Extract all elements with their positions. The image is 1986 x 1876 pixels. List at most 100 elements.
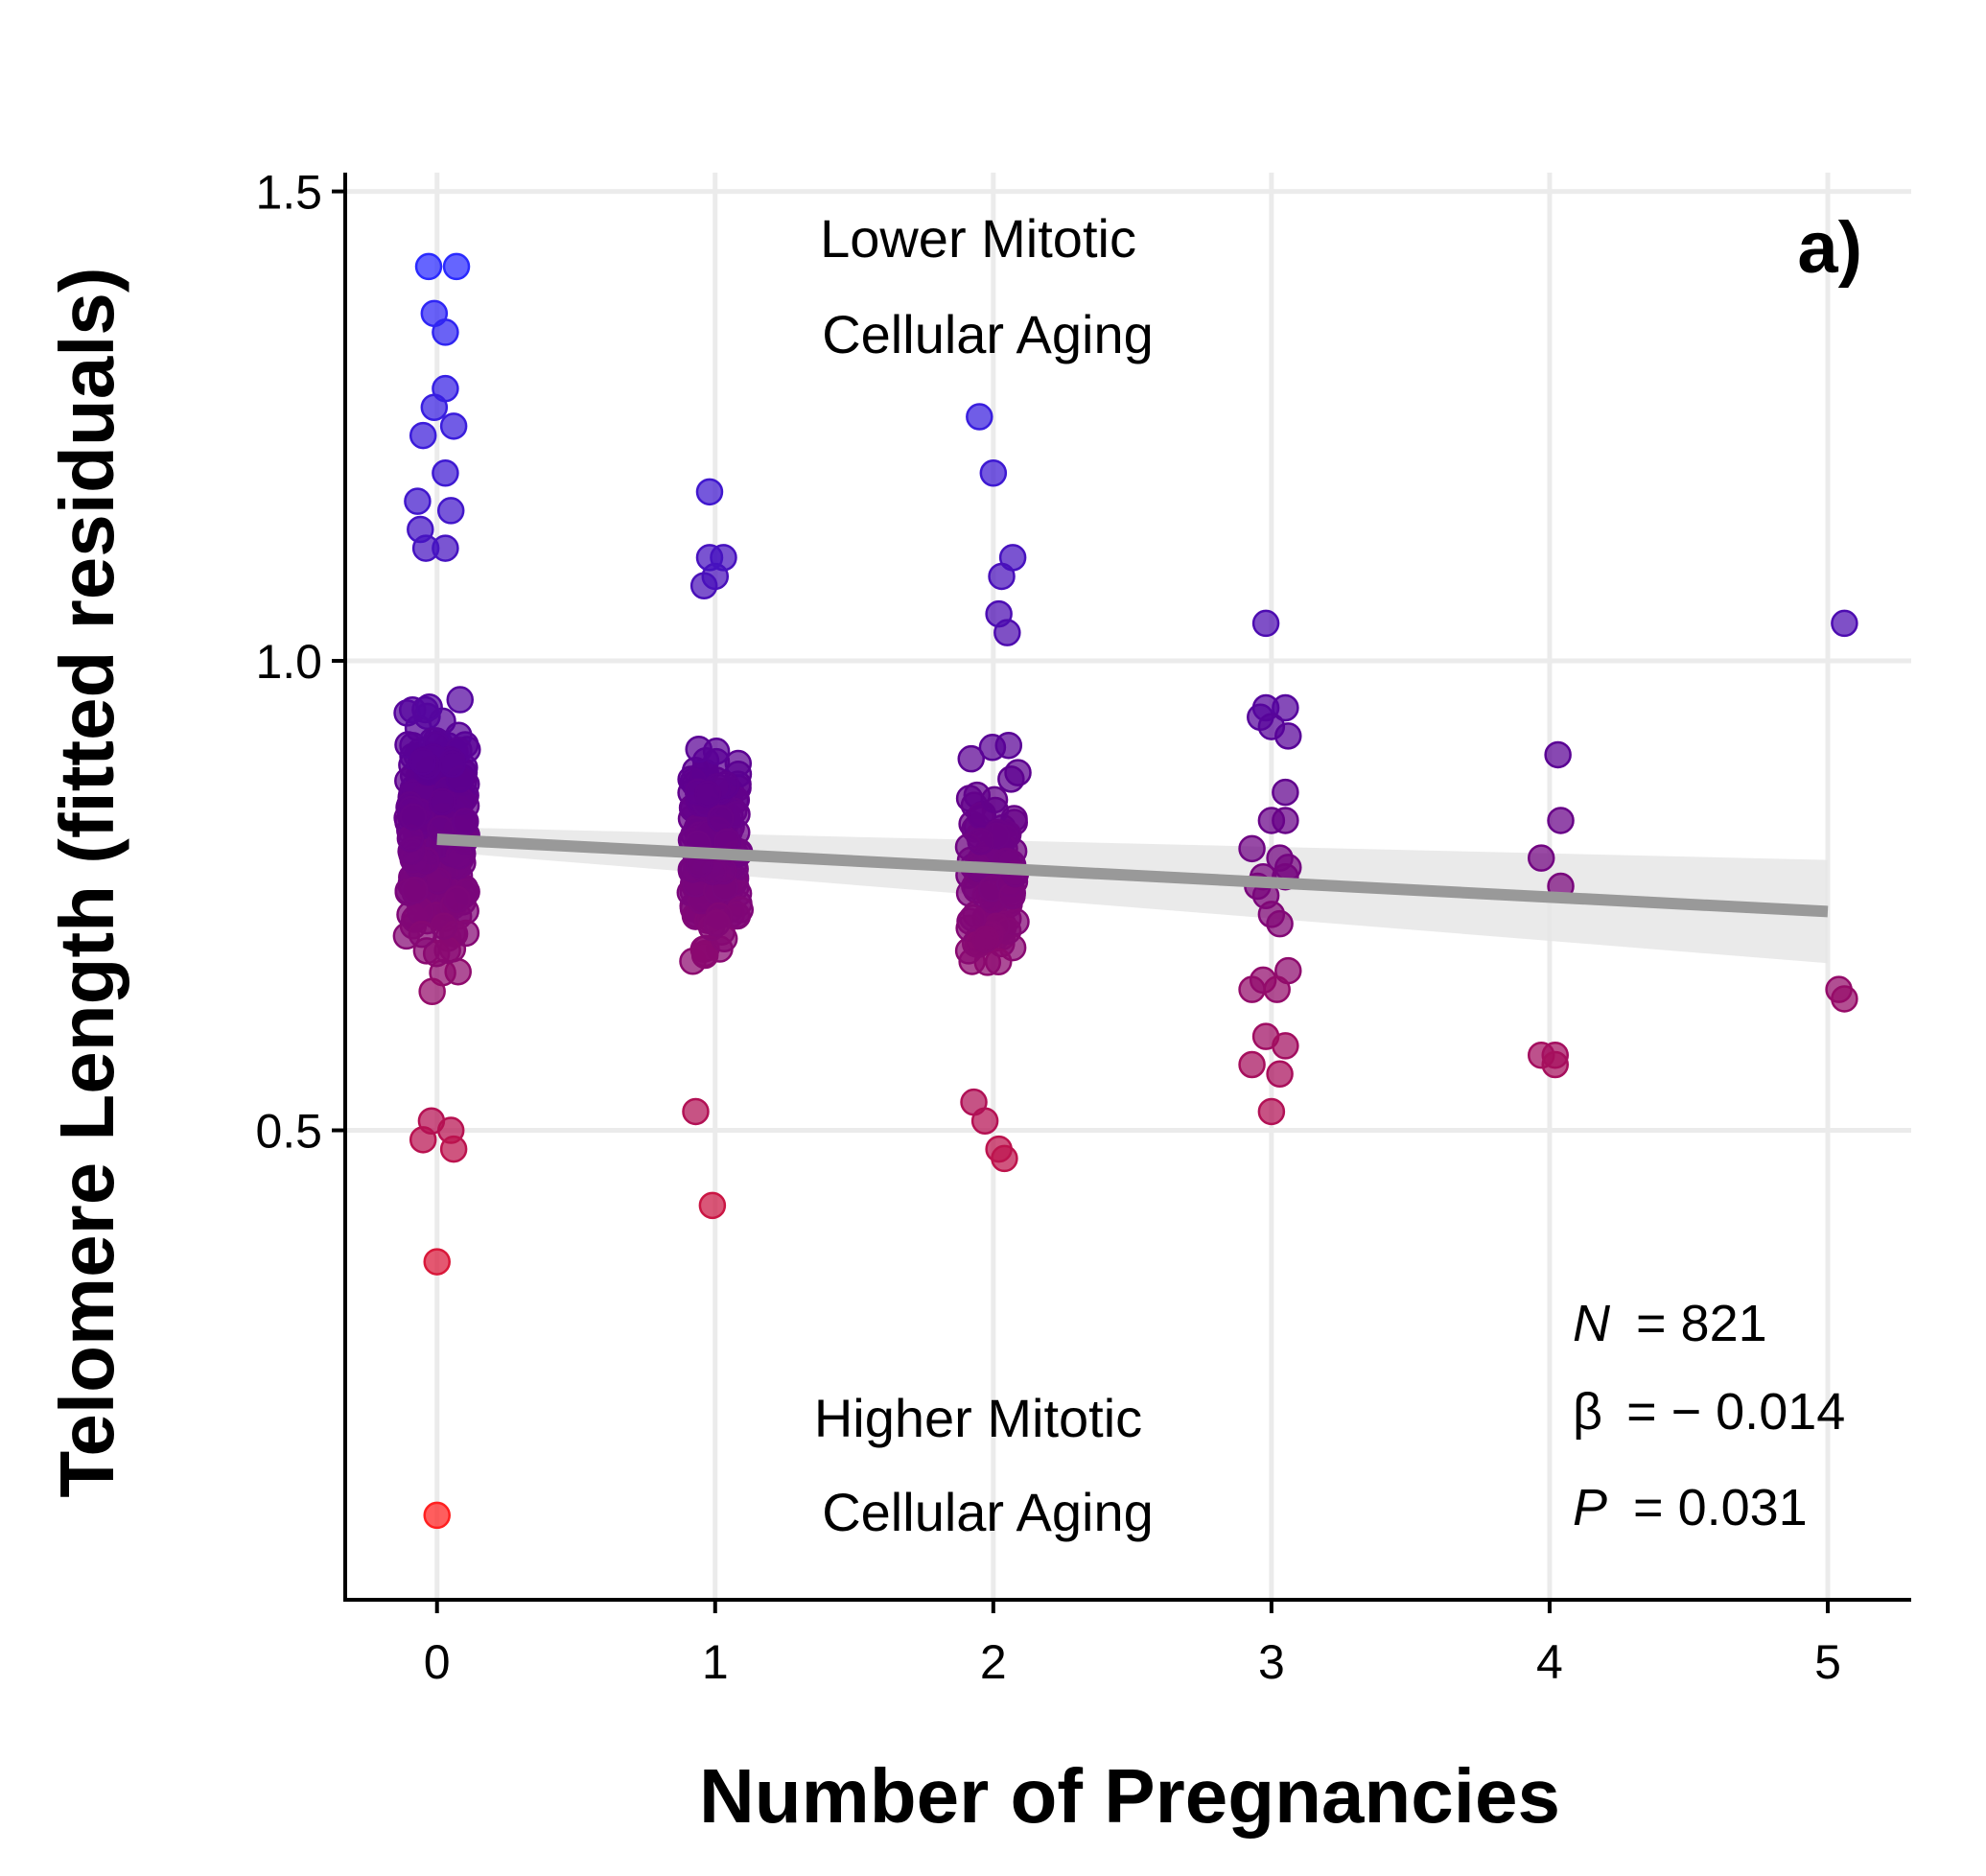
data-point-outlier-13	[423, 1501, 451, 1530]
data-point-cluster-0-296	[424, 866, 452, 895]
data-point-cluster-2-104	[971, 926, 1000, 953]
data-point-cluster-2-98	[959, 904, 987, 932]
x-axis-title: Number of Pregnancies	[699, 1753, 1560, 1839]
data-point-outlier-17	[417, 1107, 446, 1135]
data-point-cluster-2-39	[957, 744, 985, 773]
y-tick-label-1.5: 1.5	[255, 166, 322, 220]
stat-n: N = 821	[1573, 1295, 1767, 1352]
data-point-outlier-28	[979, 459, 1008, 487]
stat-beta-value: = − 0.014	[1626, 1383, 1845, 1441]
data-point-cluster-2-48	[997, 765, 1025, 793]
data-point-group4-0	[1544, 740, 1572, 769]
panel-label: a)	[1797, 207, 1862, 289]
data-point-group3-24	[1238, 1050, 1266, 1079]
tick-labels-layer: 0 1 2 3 4 5 0.5 1.0 1.5	[255, 166, 1840, 1689]
data-point-outlier-9	[404, 487, 432, 515]
data-point-outlier-30	[988, 562, 1016, 591]
data-point-outlier-32	[993, 619, 1021, 646]
annotation-bottom-line1: Higher Mitotic	[814, 1388, 1142, 1448]
data-point-cluster-2-94	[984, 948, 1013, 976]
data-point-cluster-0-334	[409, 747, 436, 776]
data-point-outlier-34	[985, 1135, 1013, 1163]
data-point-outlier-1	[442, 252, 471, 281]
data-point-group3-17	[1266, 909, 1294, 938]
data-point-cluster-0-333	[401, 876, 429, 904]
data-point-cluster-0-323	[433, 936, 461, 965]
data-point-group3-8	[1272, 807, 1299, 834]
data-point-cluster-0-98	[446, 686, 474, 714]
data-point-outlier-5	[420, 393, 449, 421]
data-point-group3-6	[1272, 778, 1299, 807]
data-point-outlier-26	[682, 1097, 710, 1126]
data-point-group3-26	[1257, 1097, 1286, 1126]
data-point-outlier-25	[698, 1191, 727, 1220]
data-point-outlier-36	[960, 1088, 988, 1116]
data-point-outlier-20	[432, 534, 459, 562]
data-point-outlier-0	[414, 252, 443, 281]
stat-p-symbol: P	[1573, 1479, 1607, 1536]
data-point-group3-21	[1263, 975, 1291, 1003]
data-point-cluster-1-182	[693, 780, 722, 809]
x-tick-label-0: 0	[424, 1635, 451, 1689]
data-point-cluster-0-308	[443, 885, 471, 913]
data-point-outlier-18	[695, 478, 724, 506]
data-point-group5-2	[1831, 985, 1858, 1013]
stat-p: P = 0.031	[1573, 1479, 1808, 1536]
data-point-outlier-16	[439, 1135, 468, 1163]
regression-line-layer	[436, 833, 1829, 918]
data-point-group4-1	[1547, 807, 1575, 834]
data-point-cluster-0-326	[430, 912, 458, 940]
data-point-group3-3	[1272, 693, 1299, 722]
data-point-cluster-1-188	[703, 909, 731, 937]
x-tick-label-3: 3	[1258, 1635, 1285, 1689]
data-point-cluster-1-181	[707, 805, 735, 832]
data-point-group4-6	[1541, 1050, 1569, 1079]
stat-beta-symbol: β	[1573, 1383, 1602, 1441]
data-point-cluster-1-157	[685, 736, 713, 763]
y-tick-label-1.0: 1.0	[255, 635, 322, 689]
annotation-top-line1: Lower Mitotic	[820, 208, 1136, 269]
y-axis-title: Telomere Length (fitted residuals)	[44, 267, 129, 1497]
data-point-group3-25	[1266, 1060, 1294, 1089]
data-point-group4-2	[1527, 844, 1555, 872]
data-point-cluster-1-130	[724, 749, 753, 778]
annotation-top-line2: Cellular Aging	[822, 304, 1154, 364]
data-point-outlier-3	[432, 318, 459, 346]
data-point-cluster-2-66	[994, 731, 1023, 760]
stat-n-value: = 821	[1636, 1295, 1767, 1352]
data-point-group3-5	[1274, 722, 1302, 750]
y-tick-label-0.5: 0.5	[255, 1105, 322, 1159]
data-point-cluster-0-164	[418, 977, 446, 1006]
data-point-cluster-2-99	[967, 828, 994, 856]
annotation-bottom-line2: Cellular Aging	[822, 1482, 1154, 1542]
data-point-cluster-0-339	[452, 808, 479, 835]
stat-beta: β = − 0.014	[1573, 1383, 1845, 1441]
data-point-group3-9	[1238, 834, 1266, 863]
axes	[332, 173, 1911, 1613]
data-point-cluster-0-331	[428, 787, 456, 815]
data-point-outlier-10	[436, 497, 465, 525]
data-point-cluster-2-102	[998, 881, 1026, 910]
data-point-cluster-2-79	[980, 786, 1009, 814]
data-point-outlier-8	[432, 459, 459, 487]
x-tick-label-4: 4	[1536, 1635, 1563, 1689]
regression-line	[436, 833, 1829, 918]
stat-n-symbol: N	[1573, 1295, 1611, 1352]
data-point-cluster-1-151	[690, 941, 719, 970]
data-point-cluster-0-335	[399, 803, 428, 831]
stat-p-value: = 0.031	[1633, 1479, 1808, 1536]
data-point-cluster-0-332	[445, 842, 474, 870]
x-tick-label-5: 5	[1814, 1635, 1841, 1689]
data-point-cluster-0-328	[415, 692, 443, 721]
data-point-outlier-12	[423, 1248, 451, 1276]
data-point-outlier-7	[439, 412, 468, 440]
x-tick-label-2: 2	[980, 1635, 1007, 1689]
data-point-outlier-6	[409, 421, 437, 450]
data-point-group3-23	[1272, 1032, 1299, 1060]
data-point-group5-0	[1831, 609, 1858, 638]
data-point-outlier-27	[966, 403, 993, 431]
x-tick-label-1: 1	[702, 1635, 729, 1689]
data-point-cluster-0-338	[438, 750, 467, 779]
data-point-outlier-24	[710, 544, 737, 572]
